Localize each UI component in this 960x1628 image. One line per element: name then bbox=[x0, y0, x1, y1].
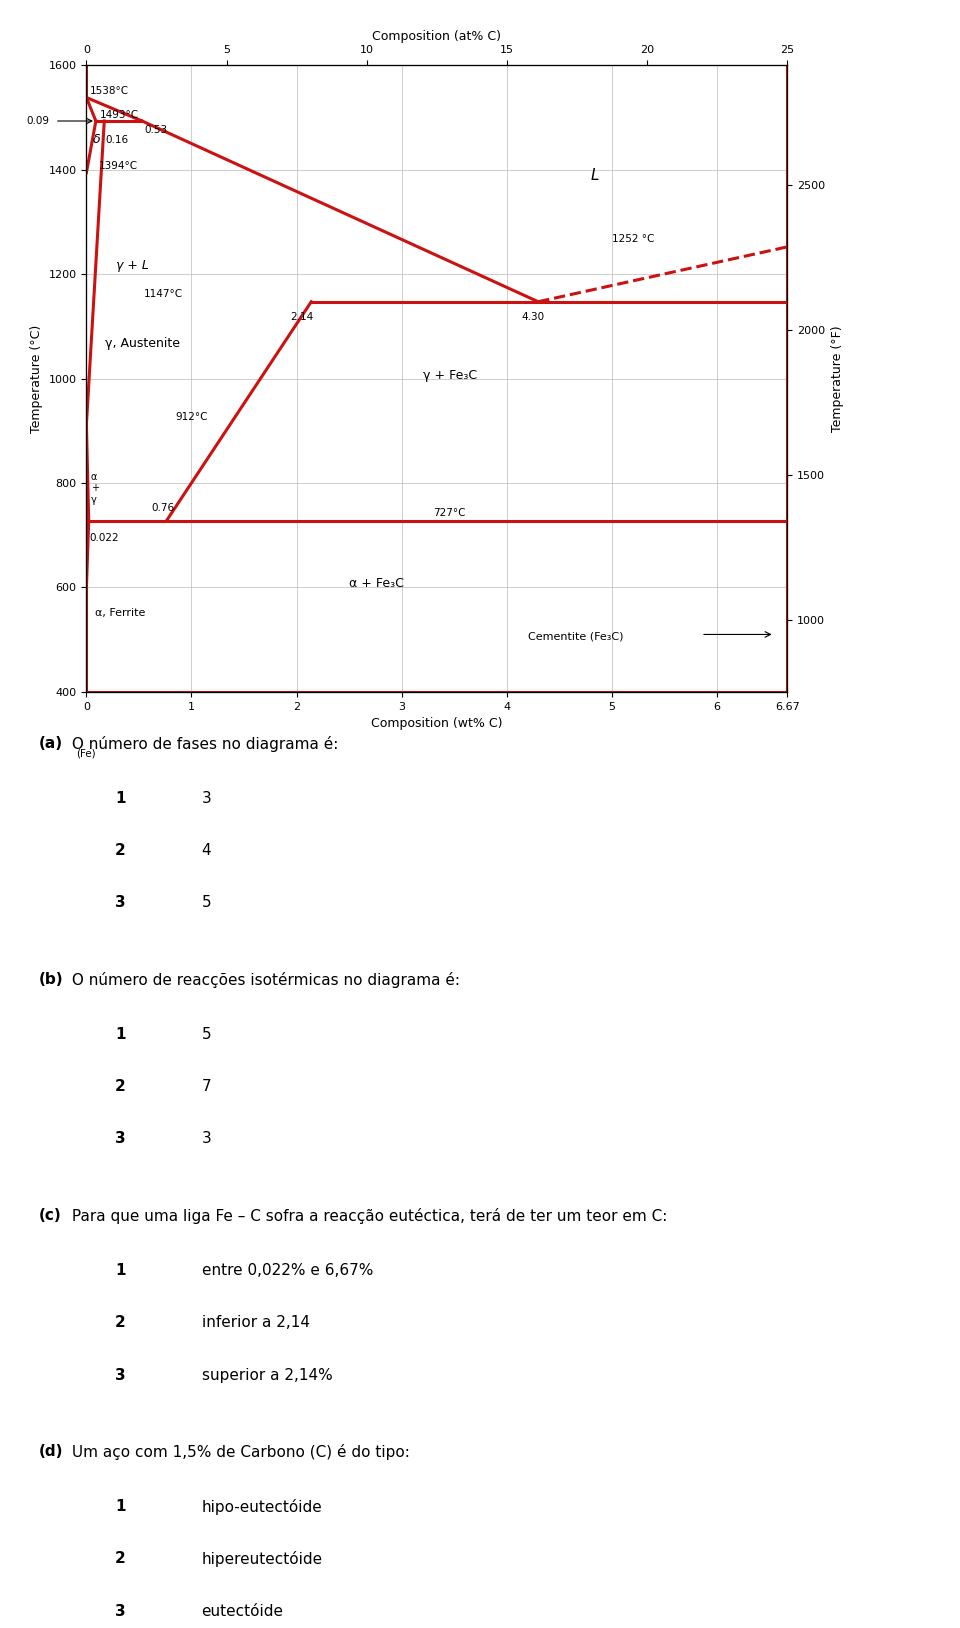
Text: 1493°C: 1493°C bbox=[100, 111, 139, 120]
Text: 1147°C: 1147°C bbox=[144, 290, 183, 300]
Text: (Fe): (Fe) bbox=[77, 749, 96, 759]
Text: (b): (b) bbox=[38, 972, 63, 987]
Text: δ: δ bbox=[93, 133, 101, 147]
Text: entre 0,022% e 6,67%: entre 0,022% e 6,67% bbox=[202, 1263, 373, 1278]
Text: 4.30: 4.30 bbox=[521, 311, 544, 322]
Text: 0.16: 0.16 bbox=[106, 135, 129, 145]
Text: 912°C: 912°C bbox=[176, 412, 208, 422]
Text: superior a 2,14%: superior a 2,14% bbox=[202, 1368, 332, 1382]
Text: 3: 3 bbox=[115, 1131, 126, 1146]
Text: 0.022: 0.022 bbox=[89, 532, 119, 542]
Text: 727°C: 727°C bbox=[433, 508, 466, 518]
Text: α
+
γ: α + γ bbox=[90, 472, 99, 505]
Text: 7: 7 bbox=[202, 1079, 211, 1094]
Text: (c): (c) bbox=[38, 1208, 61, 1223]
Text: (a): (a) bbox=[38, 736, 62, 751]
Text: 3: 3 bbox=[202, 791, 211, 806]
Text: γ, Austenite: γ, Austenite bbox=[106, 337, 180, 350]
Text: 4: 4 bbox=[202, 843, 211, 858]
Text: γ + L: γ + L bbox=[116, 259, 149, 272]
Text: 2.14: 2.14 bbox=[290, 311, 313, 322]
Text: 3: 3 bbox=[115, 1368, 126, 1382]
Text: 1: 1 bbox=[115, 1499, 126, 1514]
Text: 3: 3 bbox=[115, 895, 126, 910]
Text: α, Ferrite: α, Ferrite bbox=[95, 609, 145, 619]
Text: 1252 °C: 1252 °C bbox=[612, 234, 654, 244]
Text: 1: 1 bbox=[115, 1263, 126, 1278]
Text: 3: 3 bbox=[115, 1604, 126, 1618]
Text: 5: 5 bbox=[202, 895, 211, 910]
Text: inferior a 2,14: inferior a 2,14 bbox=[202, 1315, 309, 1330]
Text: O número de fases no diagrama é:: O número de fases no diagrama é: bbox=[67, 736, 339, 752]
Text: 1: 1 bbox=[115, 791, 126, 806]
X-axis label: Composition (at% C): Composition (at% C) bbox=[372, 29, 501, 42]
Text: 2: 2 bbox=[115, 1551, 126, 1566]
Text: γ + Fe₃C: γ + Fe₃C bbox=[422, 368, 477, 381]
Text: 5: 5 bbox=[202, 1027, 211, 1042]
Text: 1538°C: 1538°C bbox=[89, 86, 129, 96]
X-axis label: Composition (wt% C): Composition (wt% C) bbox=[372, 718, 502, 731]
Text: O número de reacções isotérmicas no diagrama é:: O número de reacções isotérmicas no diag… bbox=[67, 972, 460, 988]
Text: hipo-eutectóide: hipo-eutectóide bbox=[202, 1499, 323, 1516]
Text: 1: 1 bbox=[115, 1027, 126, 1042]
Text: Um aço com 1,5% de Carbono (C) é do tipo:: Um aço com 1,5% de Carbono (C) é do tipo… bbox=[67, 1444, 410, 1460]
Text: α + Fe₃C: α + Fe₃C bbox=[349, 578, 404, 591]
Y-axis label: Temperature (°C): Temperature (°C) bbox=[30, 324, 43, 433]
Text: 2: 2 bbox=[115, 1079, 126, 1094]
Text: 0.09: 0.09 bbox=[27, 116, 50, 125]
Text: hipereutectóide: hipereutectóide bbox=[202, 1551, 323, 1568]
Text: 3: 3 bbox=[202, 1131, 211, 1146]
Text: 2: 2 bbox=[115, 843, 126, 858]
Text: L: L bbox=[590, 168, 599, 182]
Text: 0.76: 0.76 bbox=[152, 503, 175, 513]
Text: eutectóide: eutectóide bbox=[202, 1604, 283, 1618]
Text: Cementite (Fe₃C): Cementite (Fe₃C) bbox=[528, 632, 623, 641]
Text: (d): (d) bbox=[38, 1444, 63, 1459]
Text: 2: 2 bbox=[115, 1315, 126, 1330]
Text: 1394°C: 1394°C bbox=[99, 161, 138, 171]
Text: 0.53: 0.53 bbox=[144, 125, 167, 135]
Text: Para que uma liga Fe – C sofra a reacção eutéctica, terá de ter um teor em C:: Para que uma liga Fe – C sofra a reacção… bbox=[67, 1208, 667, 1224]
Y-axis label: Temperature (°F): Temperature (°F) bbox=[830, 326, 844, 431]
